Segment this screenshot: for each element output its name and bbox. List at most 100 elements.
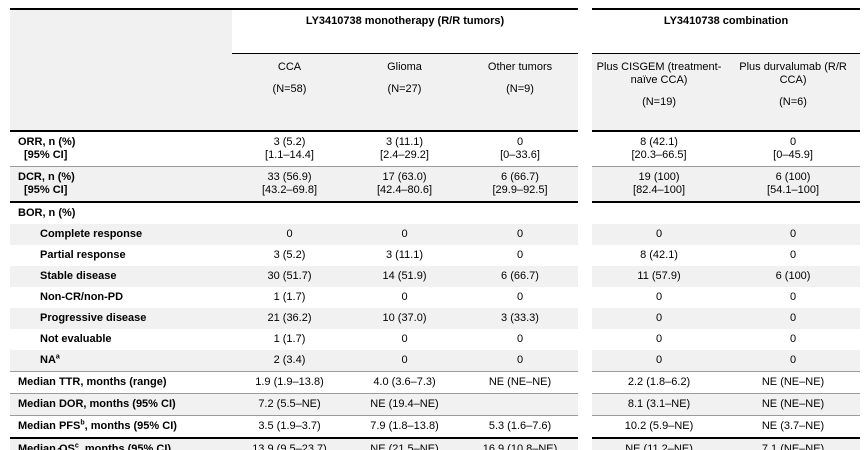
column-header-glioma: Glioma (N=27) xyxy=(347,53,462,132)
row-label: ORR, n (%) [95% CI] xyxy=(10,131,232,167)
cell: 8.1 (3.1–NE) xyxy=(592,393,727,416)
column-header-row: CCA (N=58) Glioma (N=27) Other tumors (N… xyxy=(10,53,861,132)
column-gap xyxy=(578,329,593,350)
cell: 0 xyxy=(516,249,524,261)
cell: 3.5 (1.9–3.7) xyxy=(232,415,347,438)
column-n: (N=6) xyxy=(779,96,807,108)
table-row: BOR, n (%) xyxy=(10,202,860,224)
cell: 16.9 (10.8–NE) xyxy=(462,437,579,450)
column-n: (N=9) xyxy=(506,83,534,95)
cell: 0 xyxy=(516,333,524,345)
row-label: Not evaluable xyxy=(40,333,112,345)
table-row: Median TTR, months (range) 1.9 (1.9–13.8)… xyxy=(10,371,861,394)
cell: 0 xyxy=(462,224,579,245)
cell: NE (19.4–NE) xyxy=(347,393,462,416)
cell: NE (NE–NE) xyxy=(462,371,579,394)
footnote-marker: a xyxy=(57,445,63,450)
cell: 0 [0–33.6] xyxy=(462,131,579,167)
cell xyxy=(592,202,726,224)
cell: NE (11.2–NE) xyxy=(592,437,727,450)
row-label: Stable disease xyxy=(10,266,232,287)
column-header-other-tumors: Other tumors (N=9) xyxy=(462,53,579,132)
column-gap xyxy=(578,202,593,224)
cell: 0 xyxy=(232,224,347,245)
cell: 11 (57.9) xyxy=(592,266,727,287)
column-gap xyxy=(578,266,593,287)
cell: 0 xyxy=(401,333,408,345)
cell: 3 (11.1) xyxy=(385,249,424,261)
column-n: (N=58) xyxy=(272,83,307,95)
row-label: Complete response xyxy=(10,224,232,245)
cell: 2 (3.4) xyxy=(232,350,347,372)
cell: 3 (33.3) xyxy=(462,308,579,329)
column-gap xyxy=(578,438,593,450)
column-n: (N=27) xyxy=(387,83,422,95)
table-row: Non-CR/non-PD 1 (1.7) 0 0 0 0 xyxy=(10,287,860,308)
column-gap xyxy=(578,415,593,438)
column-label: Plus CISGEM (treatment-naïve CCA) xyxy=(596,61,722,86)
cell: 13.9 (9.5–23.7) xyxy=(232,437,347,450)
cell: 17 (63.0) [42.4–80.6] xyxy=(347,166,462,203)
cell: 1.9 (1.9–13.8) xyxy=(232,371,347,394)
cell: 2.2 (1.8–6.2) xyxy=(592,371,727,394)
column-header-plus-durvalumab: Plus durvalumab (R/R CCA) (N=6) xyxy=(726,53,861,132)
cell: 30 (51.7) xyxy=(232,266,347,287)
column-label: Other tumors xyxy=(487,61,553,73)
row-label: Non-CR/non-PD xyxy=(40,291,124,303)
column-gap xyxy=(578,9,593,131)
cell: 10.2 (5.9–NE) xyxy=(592,415,727,438)
cell: NE (21.5–NE) xyxy=(347,437,462,450)
column-n: (N=19) xyxy=(642,96,676,108)
cell: 0 xyxy=(789,249,797,261)
corner-cell xyxy=(10,8,232,132)
cell: 0 xyxy=(347,350,462,372)
cell: 3 (5.2) [1.1–14.4] xyxy=(232,131,347,167)
cell: 0 xyxy=(401,291,408,303)
column-label: CCA xyxy=(277,61,302,73)
table-row: Stable disease 30 (51.7) 14 (51.9) 6 (66.7)… xyxy=(10,266,861,287)
row-label: Progressive disease xyxy=(10,308,232,329)
cell: 10 (37.0) xyxy=(347,308,462,329)
group-header-monotherapy: LY3410738 monotherapy (R/R tumors) xyxy=(232,8,579,54)
column-gap xyxy=(578,131,593,167)
cell: 0 xyxy=(347,224,462,245)
efficacy-results-table: LY3410738 monotherapy (R/R tumors) LY341… xyxy=(10,8,861,450)
column-gap xyxy=(578,308,593,329)
cell: 6 (100) [54.1–100] xyxy=(726,166,861,203)
cell: NE (3.7–NE) xyxy=(726,415,861,438)
cell: 0 xyxy=(789,291,797,303)
table-body: ORR, n (%) [95% CI] 3 (5.2) [1.1–14.4] 3 (11… xyxy=(10,131,861,450)
row-label: NAa xyxy=(10,350,232,372)
row-label: Partial response xyxy=(40,249,126,261)
cell: 1 (1.7) xyxy=(273,291,306,303)
cell xyxy=(462,202,578,224)
row-label: Median PFSb, months (95% CI) xyxy=(10,415,232,438)
table-row: Median OSc, months (95% CI) 13.9 (9.5–23.… xyxy=(10,437,861,450)
cell: 0 xyxy=(592,350,727,372)
cell: 4.0 (3.6–7.3) xyxy=(347,371,462,394)
cell: 5.3 (1.6–7.6) xyxy=(462,415,579,438)
table-row: Median PFSb, months (95% CI) 3.5 (1.9–3.7… xyxy=(10,415,861,438)
table-row: NAa 2 (3.4) 0 0 0 0 xyxy=(10,350,861,372)
table-row: Complete response 0 0 0 0 0 xyxy=(10,224,861,245)
table-row: Partial response 3 (5.2) 3 (11.1) 0 8 (42.1)… xyxy=(10,245,860,266)
cell: 33 (56.9) [43.2–69.8] xyxy=(232,166,347,203)
cell: 0 xyxy=(592,308,727,329)
column-gap xyxy=(578,166,593,202)
cell: 0 xyxy=(592,224,727,245)
column-label: Glioma xyxy=(387,61,422,73)
cell: 0 xyxy=(726,308,861,329)
column-gap xyxy=(578,371,593,394)
cell: 8 (42.1) xyxy=(640,249,678,261)
row-label: Median OSc, months (95% CI) xyxy=(10,437,232,450)
column-header-plus-cisgem: Plus CISGEM (treatment-naïve CCA) (N=19) xyxy=(592,53,727,132)
column-header-cca: CCA (N=58) xyxy=(232,53,347,132)
cell: 0 xyxy=(655,291,663,303)
table-row: Progressive disease 21 (36.2) 10 (37.0) 3 (… xyxy=(10,308,861,329)
cell: 0 xyxy=(655,333,663,345)
cell: 0 xyxy=(789,333,797,345)
cell: 14 (51.9) xyxy=(347,266,462,287)
cell: 3 (5.2) xyxy=(273,249,306,261)
table-row: Median DOR, months (95% CI) 7.2 (5.5–NE) N… xyxy=(10,393,861,416)
